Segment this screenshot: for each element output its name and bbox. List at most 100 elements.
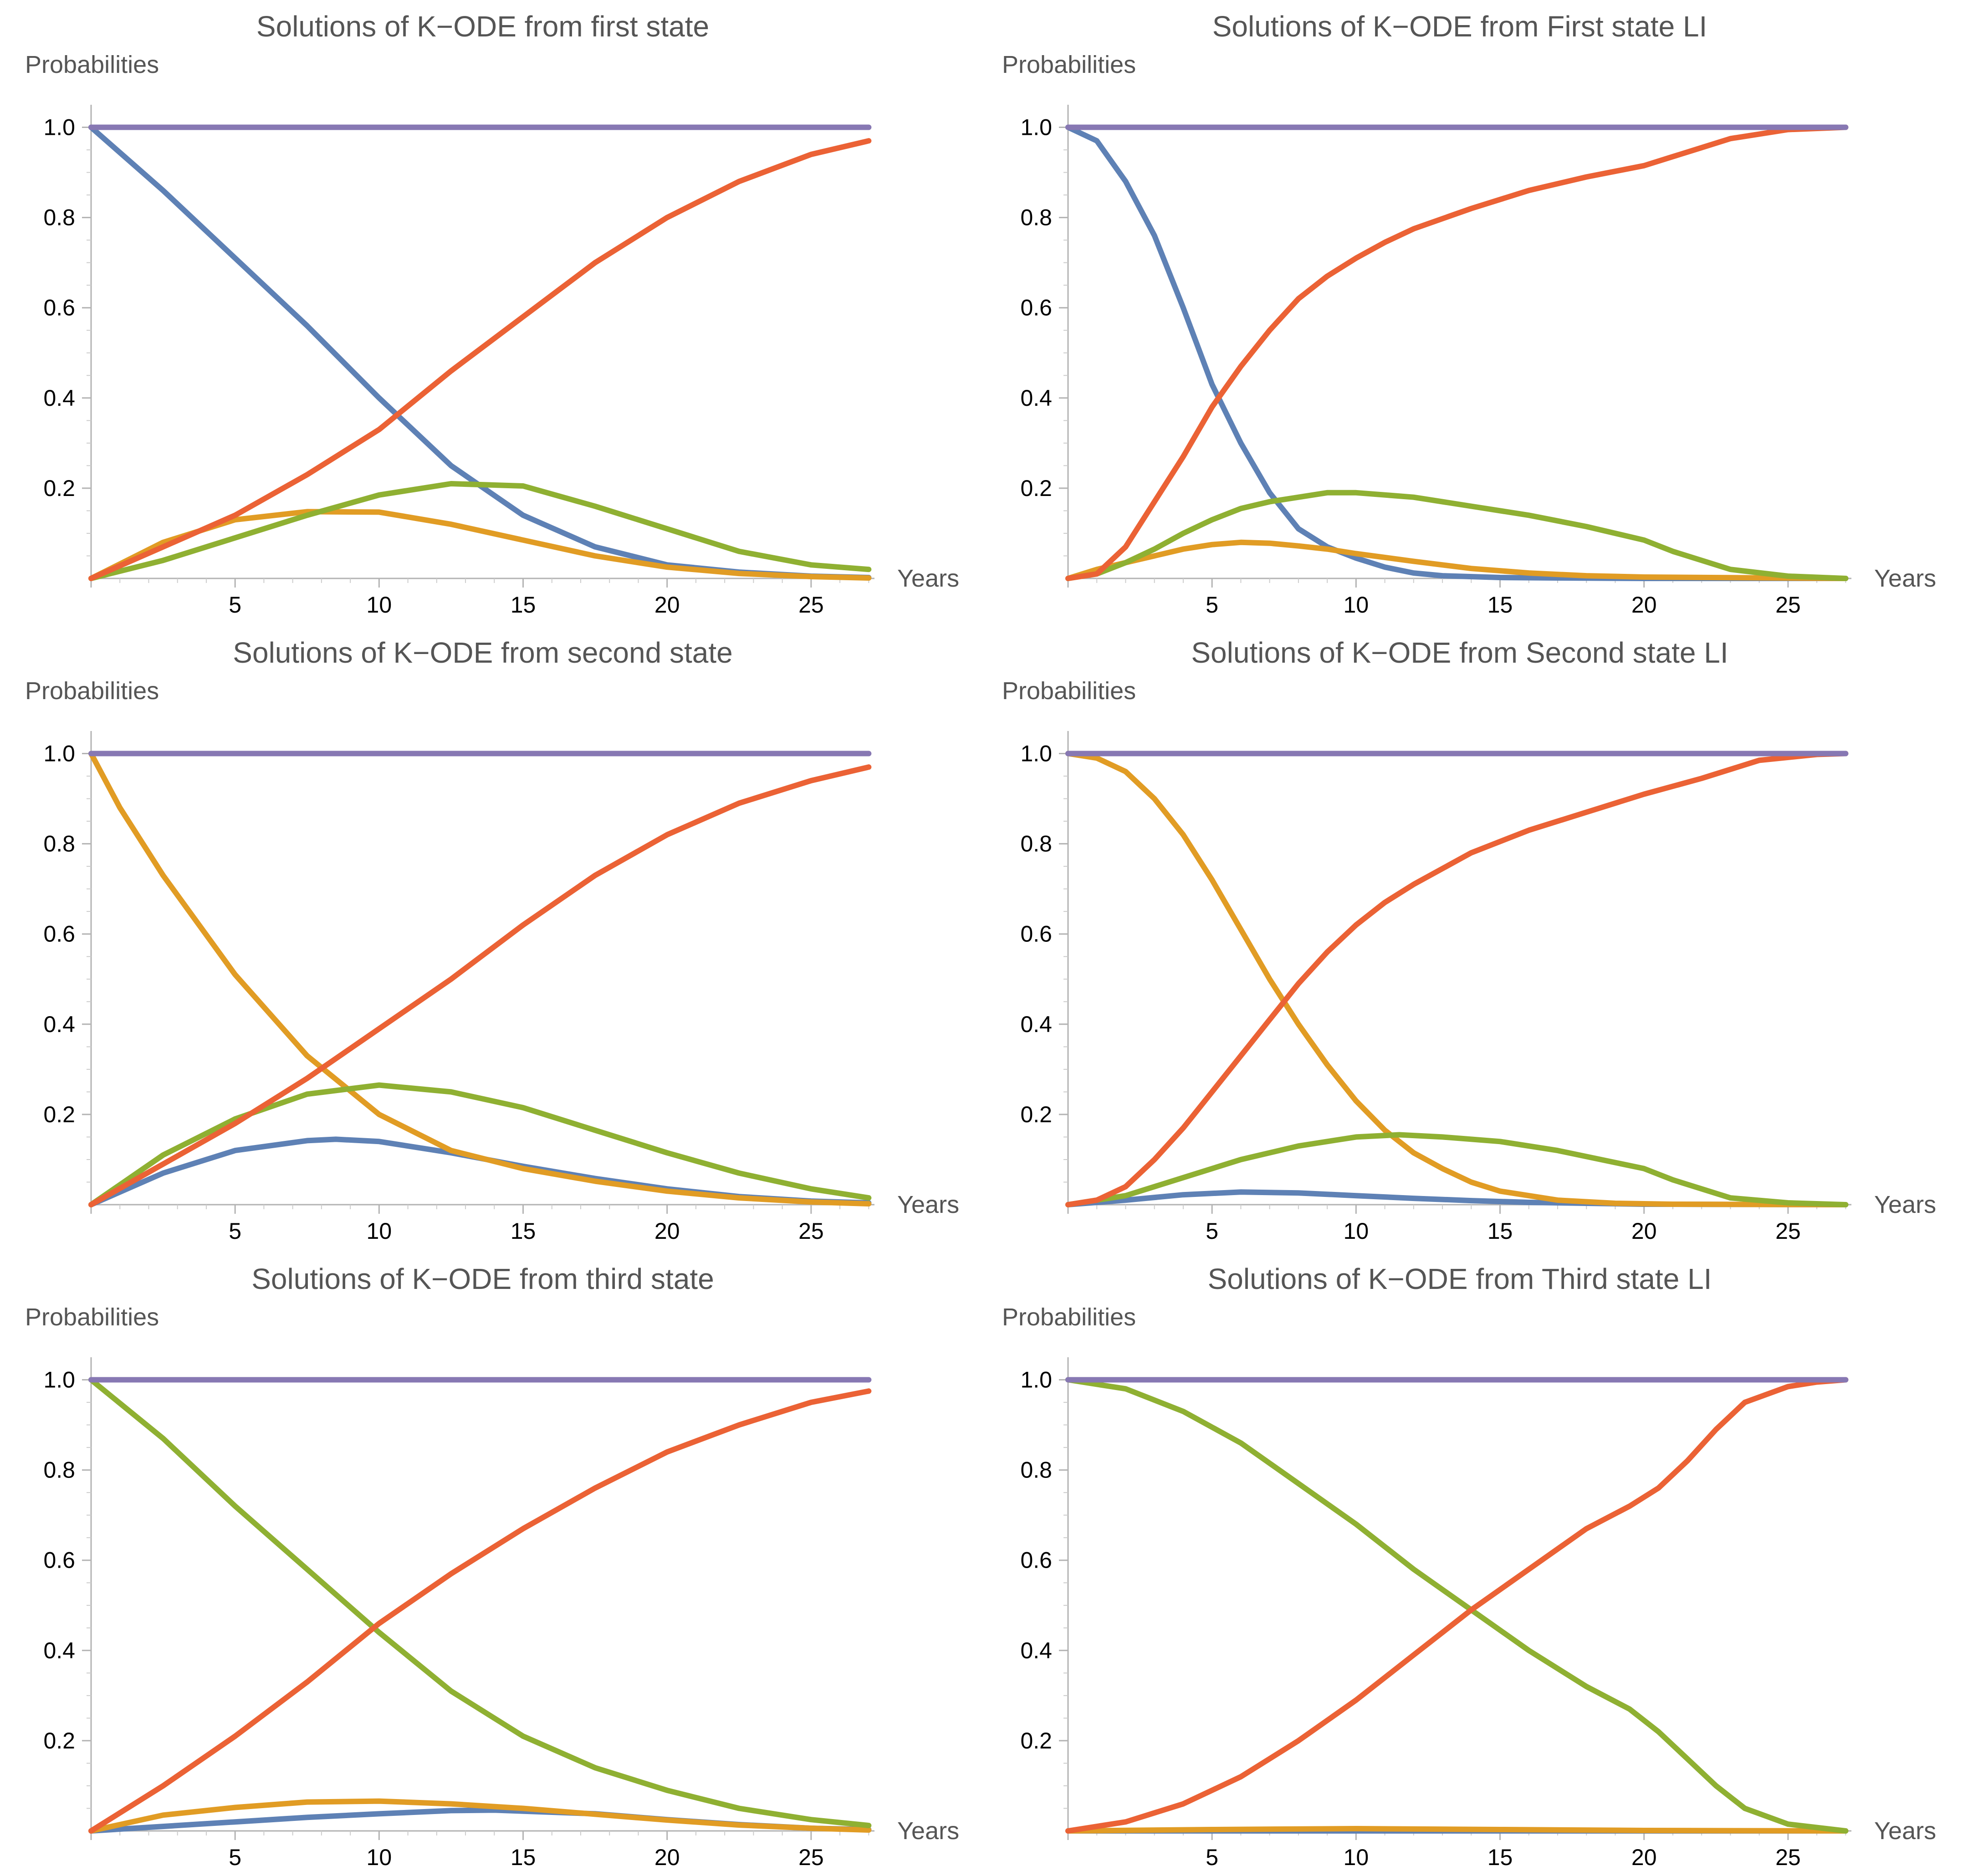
- y-tick-label: 0.6: [43, 921, 75, 947]
- series-line-orange: [1065, 751, 1849, 1207]
- series-line-orange: [88, 1798, 872, 1834]
- y-tick-label: 1.0: [1020, 741, 1052, 767]
- y-tick-label: 0.8: [1020, 205, 1052, 230]
- y-axis-label: Probabilities: [1002, 51, 1136, 78]
- x-tick-label: 15: [1488, 1845, 1513, 1870]
- x-tick-label: 20: [654, 1845, 680, 1870]
- x-tick-label: 25: [798, 592, 824, 618]
- y-tick-label: 1.0: [1020, 1367, 1052, 1393]
- chart-panel-1: Solutions of K−ODE from first state Proba…: [25, 10, 959, 618]
- series-line-green: [1065, 1377, 1849, 1834]
- chart-panel-6: Solutions of K−ODE from Third state LI Pr…: [1002, 1263, 1936, 1870]
- y-axis-label: Probabilities: [1002, 1303, 1136, 1331]
- chart-panel-4: Solutions of K−ODE from Second state LI P…: [1002, 636, 1936, 1244]
- series-line-green: [88, 481, 872, 581]
- y-tick-label: 0.2: [43, 1728, 75, 1753]
- x-tick-label: 25: [798, 1218, 824, 1244]
- y-tick-label: 0.4: [43, 385, 75, 411]
- chart-panel-3: Solutions of K−ODE from second state Prob…: [25, 636, 959, 1244]
- y-tick-label: 0.8: [43, 205, 75, 230]
- y-tick-label: 1.0: [43, 741, 75, 767]
- series-line-green: [1065, 490, 1849, 581]
- x-tick-label: 20: [1631, 1845, 1657, 1870]
- x-tick-label: 20: [1631, 1218, 1657, 1244]
- y-tick-label: 0.8: [1020, 831, 1052, 857]
- chart-panel-2: Solutions of K−ODE from First state LI Pr…: [1002, 10, 1936, 618]
- x-axis-label: Years: [1874, 1191, 1936, 1218]
- x-axis-label: Years: [1874, 565, 1936, 592]
- series-line-orange: [88, 509, 872, 581]
- x-tick-label: 20: [654, 1218, 680, 1244]
- y-axis-label: Probabilities: [1002, 677, 1136, 705]
- x-tick-label: 20: [1631, 592, 1657, 618]
- y-tick-label: 0.6: [43, 295, 75, 321]
- y-tick-label: 0.4: [1020, 1012, 1052, 1037]
- x-tick-label: 10: [1344, 1845, 1369, 1870]
- series-line-green: [88, 1377, 872, 1829]
- y-tick-label: 0.4: [43, 1012, 75, 1037]
- x-axis-label: Years: [897, 1817, 959, 1845]
- series-line-orange: [1065, 539, 1849, 581]
- x-tick-label: 5: [1206, 1845, 1218, 1870]
- series-line-blue: [1065, 124, 1849, 581]
- x-tick-label: 25: [1775, 592, 1801, 618]
- x-tick-label: 5: [229, 1845, 241, 1870]
- chart-title: Solutions of K−ODE from first state: [256, 10, 709, 43]
- chart-title: Solutions of K−ODE from second state: [233, 636, 732, 669]
- x-tick-label: 10: [1344, 1218, 1369, 1244]
- y-tick-label: 0.8: [1020, 1457, 1052, 1483]
- x-tick-label: 10: [1344, 592, 1369, 618]
- y-tick-label: 0.6: [1020, 295, 1052, 321]
- y-axis-label: Probabilities: [25, 51, 159, 78]
- x-axis-label: Years: [897, 1191, 959, 1218]
- x-tick-label: 10: [367, 592, 392, 618]
- x-tick-label: 15: [1488, 592, 1513, 618]
- x-tick-label: 25: [798, 1845, 824, 1870]
- series-line-red: [1065, 1377, 1849, 1834]
- x-tick-label: 25: [1775, 1218, 1801, 1244]
- y-tick-label: 0.2: [43, 475, 75, 501]
- series-line-red: [88, 138, 872, 581]
- x-tick-label: 10: [367, 1845, 392, 1870]
- x-tick-label: 15: [511, 1218, 536, 1244]
- x-tick-label: 15: [511, 592, 536, 618]
- y-tick-label: 1.0: [43, 1367, 75, 1393]
- y-tick-label: 0.6: [1020, 1548, 1052, 1573]
- y-tick-label: 0.8: [43, 1457, 75, 1483]
- y-tick-label: 0.6: [43, 1548, 75, 1573]
- series-line-red: [88, 764, 872, 1207]
- y-tick-label: 0.4: [1020, 385, 1052, 411]
- y-tick-label: 1.0: [1020, 115, 1052, 140]
- y-tick-label: 0.4: [1020, 1638, 1052, 1663]
- y-tick-label: 0.2: [1020, 1102, 1052, 1127]
- y-axis-label: Probabilities: [25, 1303, 159, 1331]
- x-axis-label: Years: [1874, 1817, 1936, 1845]
- series-line-green: [1065, 1132, 1849, 1207]
- y-tick-label: 0.2: [43, 1102, 75, 1127]
- x-tick-label: 20: [654, 592, 680, 618]
- y-tick-label: 0.2: [1020, 1728, 1052, 1753]
- x-tick-label: 15: [511, 1845, 536, 1870]
- y-tick-label: 0.4: [43, 1638, 75, 1663]
- series-line-green: [88, 1082, 872, 1207]
- chart-panel-5: Solutions of K−ODE from third state Proba…: [25, 1263, 959, 1870]
- chart-title: Solutions of K−ODE from Second state LI: [1191, 636, 1728, 669]
- series-line-orange: [1065, 1826, 1849, 1834]
- y-tick-label: 0.8: [43, 831, 75, 857]
- series-line-orange: [88, 751, 872, 1206]
- series-line-blue: [88, 1136, 872, 1207]
- x-tick-label: 10: [367, 1218, 392, 1244]
- y-tick-label: 0.2: [1020, 475, 1052, 501]
- x-tick-label: 15: [1488, 1218, 1513, 1244]
- x-axis-label: Years: [897, 565, 959, 592]
- series-line-red: [1065, 124, 1849, 581]
- chart-title: Solutions of K−ODE from third state: [251, 1263, 714, 1295]
- x-tick-label: 25: [1775, 1845, 1801, 1870]
- chart-title: Solutions of K−ODE from Third state LI: [1208, 1263, 1712, 1295]
- y-tick-label: 0.6: [1020, 921, 1052, 947]
- x-tick-label: 5: [1206, 1218, 1218, 1244]
- y-tick-label: 1.0: [43, 115, 75, 140]
- x-tick-label: 5: [229, 1218, 241, 1244]
- series-line-red: [88, 1388, 872, 1834]
